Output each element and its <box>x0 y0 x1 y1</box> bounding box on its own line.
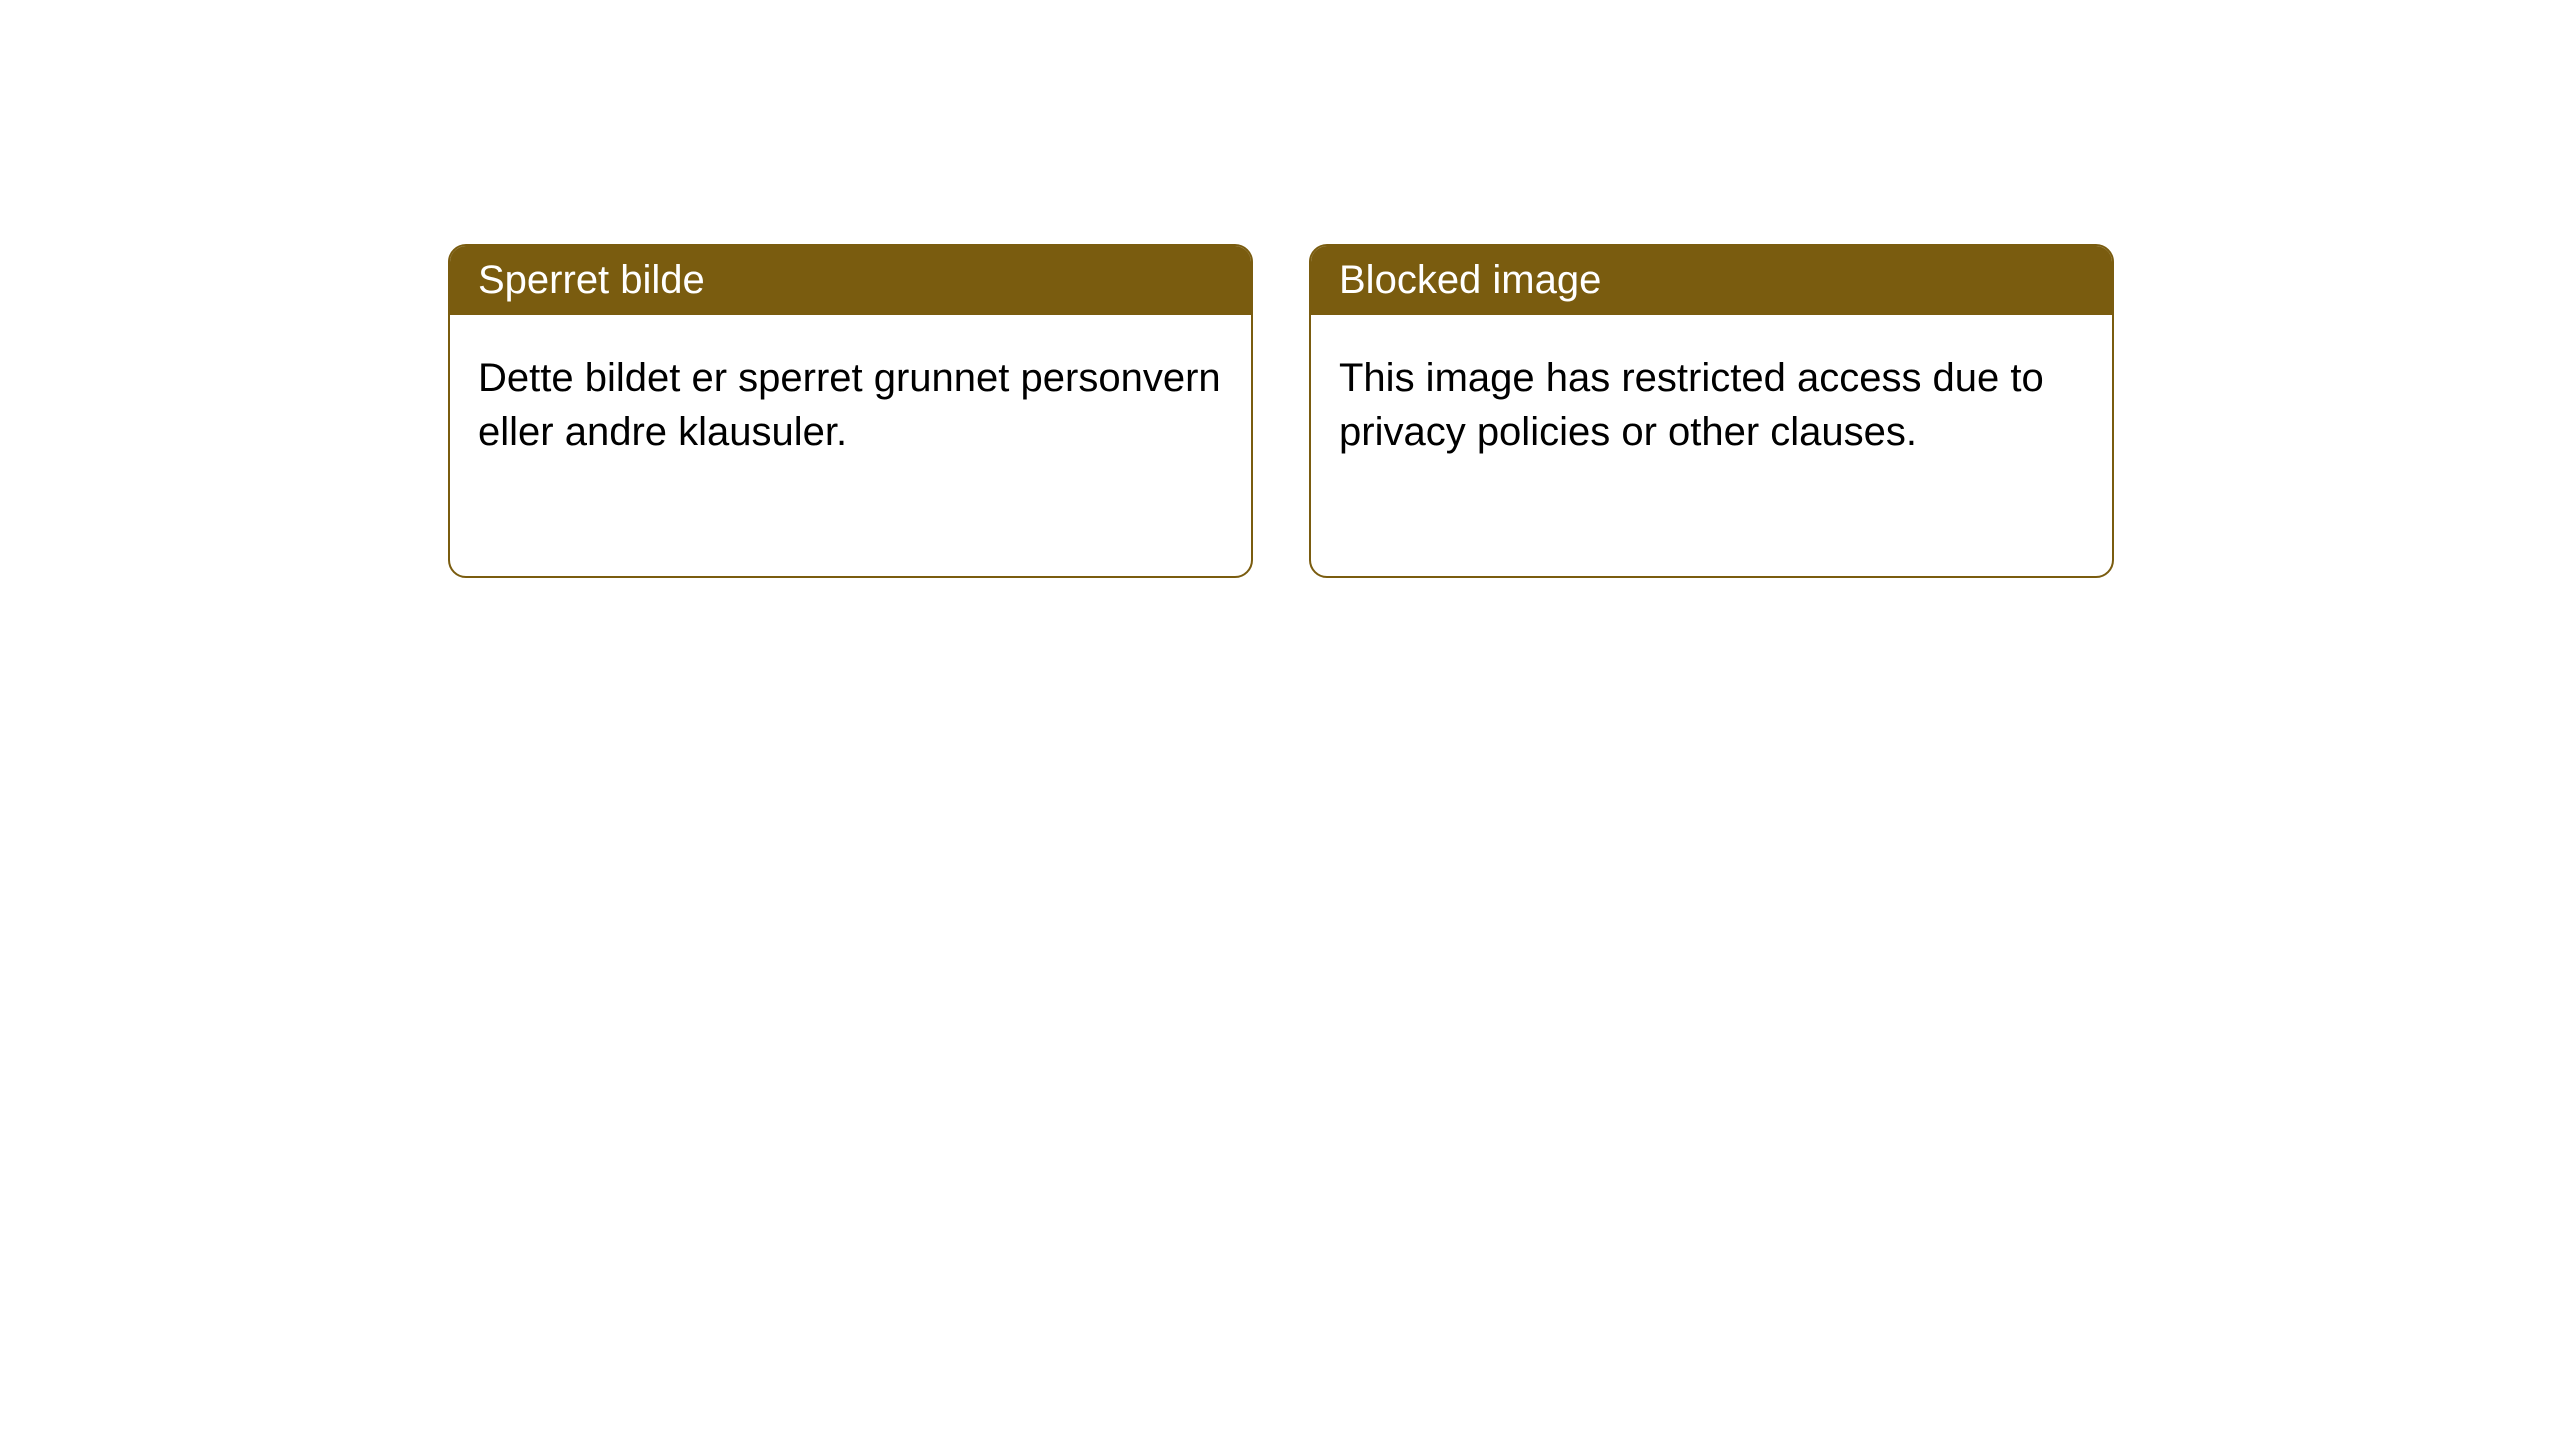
notice-header: Blocked image <box>1311 246 2112 315</box>
notice-body: Dette bildet er sperret grunnet personve… <box>450 315 1251 495</box>
notice-header: Sperret bilde <box>450 246 1251 315</box>
notice-box-english: Blocked image This image has restricted … <box>1309 244 2114 578</box>
notice-body: This image has restricted access due to … <box>1311 315 2112 495</box>
notice-box-norwegian: Sperret bilde Dette bildet er sperret gr… <box>448 244 1253 578</box>
notices-container: Sperret bilde Dette bildet er sperret gr… <box>0 0 2560 578</box>
